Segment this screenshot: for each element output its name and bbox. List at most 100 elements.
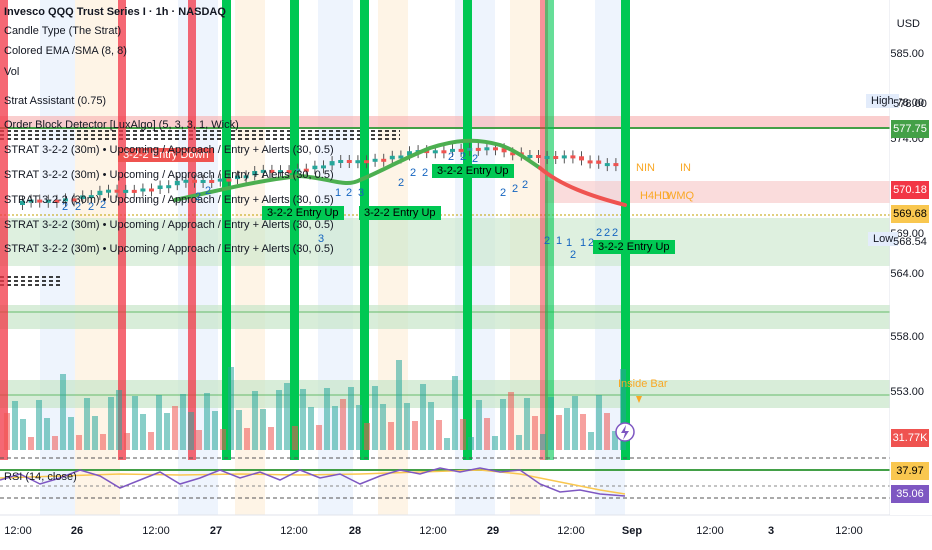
legend-strat-1[interactable]: STRAT 3-2-2 (30m) • Upcoming / Approach … — [4, 144, 334, 156]
candle-body — [192, 179, 197, 183]
svg-text:2: 2 — [588, 237, 594, 249]
candle-body — [183, 179, 189, 183]
candle-body — [458, 148, 464, 152]
volume-bar — [100, 434, 106, 450]
volume-bar — [132, 396, 138, 450]
volume-bar — [268, 427, 274, 450]
candle-body — [355, 160, 361, 164]
legend-ema[interactable]: Colored EMA /SMA (8, 8) — [4, 45, 127, 57]
time-scale[interactable] — [0, 515, 932, 550]
candle-body — [475, 147, 481, 151]
candle-body — [441, 150, 447, 154]
candle-body — [587, 160, 593, 164]
low-value: 568.54 — [893, 236, 927, 248]
in-label: IN — [680, 162, 691, 174]
legend-vol[interactable]: Vol — [4, 66, 20, 78]
legend-strat-3[interactable]: STRAT 3-2-2 (30m) • Upcoming / Approach … — [4, 194, 334, 206]
svg-text:3: 3 — [358, 187, 364, 199]
volume-bar — [332, 406, 338, 450]
svg-text:2: 2 — [472, 153, 478, 165]
wmq-label: WMQ — [666, 190, 695, 202]
legend-order-block[interactable]: Order Block Detector [LuxAlgo] (5, 3, 3,… — [4, 119, 239, 131]
candle-body — [613, 163, 619, 167]
volume-bar — [36, 400, 42, 450]
volume-bar — [596, 395, 602, 450]
time-tick: 12:00 — [4, 525, 32, 537]
svg-text:1: 1 — [566, 237, 572, 249]
candle-body — [381, 158, 387, 162]
price-tick: 578.00 — [890, 97, 924, 109]
volume-bar — [420, 384, 426, 450]
currency-label[interactable]: USD — [896, 18, 920, 30]
svg-text:2: 2 — [570, 249, 576, 261]
candle-body — [389, 155, 395, 160]
svg-text:2: 2 — [596, 227, 602, 239]
candle-body — [200, 180, 206, 183]
volume-bar — [548, 397, 554, 450]
svg-text:2: 2 — [100, 199, 106, 211]
volume-bar — [292, 426, 298, 450]
volume-bar — [44, 418, 50, 450]
candle-body — [20, 200, 25, 205]
price-tag-569: 569.68 — [891, 205, 929, 223]
time-tick: 12:00 — [280, 525, 308, 537]
candle-body — [484, 147, 490, 151]
volume-bar — [412, 421, 418, 450]
volume-bar — [236, 410, 242, 450]
volume-bar — [404, 403, 410, 450]
volume-bar — [148, 432, 154, 450]
volume-bar — [436, 420, 442, 450]
symbol-title[interactable]: Invesco QQQ Trust Series I · 1h · NASDAQ — [4, 6, 226, 18]
volume-bar — [540, 434, 546, 450]
candle-body — [561, 155, 567, 159]
volume-bar — [364, 423, 370, 450]
legend-strat-assistant[interactable]: Strat Assistant (0.75) — [4, 95, 107, 107]
svg-text:2: 2 — [448, 151, 454, 163]
time-tick: 28 — [348, 525, 362, 537]
svg-text:3: 3 — [318, 233, 324, 245]
candle-body — [295, 168, 301, 172]
strat-vertical-bars — [0, 0, 630, 460]
svg-text:2: 2 — [75, 201, 81, 213]
time-tick: 12:00 — [142, 525, 170, 537]
legend-strat-2[interactable]: STRAT 3-2-2 (30m) • Upcoming / Approach … — [4, 169, 334, 181]
candle-body — [226, 178, 232, 182]
candle-body — [501, 148, 507, 153]
legend-rsi[interactable]: RSI (14, close) — [4, 471, 77, 483]
svg-text:2: 2 — [195, 191, 201, 203]
volume-bar — [588, 432, 594, 450]
flash-icon[interactable] — [615, 422, 635, 442]
h4hd-label: H4HD — [640, 190, 670, 202]
legend-candle-type[interactable]: Candle Type (The Strat) — [4, 25, 122, 37]
entry-up-label-1: 3-2-2 Entry Up — [262, 206, 344, 220]
candle-body — [346, 160, 352, 163]
candle-body — [63, 198, 68, 202]
volume-bar — [20, 419, 26, 450]
time-tick: Sep — [621, 525, 643, 537]
legend-strat-4[interactable]: STRAT 3-2-2 (30m) • Upcoming / Approach … — [4, 219, 334, 231]
price-tick: 585.00 — [890, 48, 924, 60]
candle-body — [364, 160, 369, 164]
candle-body — [467, 147, 473, 151]
volume-bar — [92, 416, 98, 450]
svg-text:2: 2 — [460, 151, 466, 163]
time-tick: 12:00 — [419, 525, 447, 537]
volume-bar — [188, 412, 194, 450]
volume-bar — [228, 367, 234, 450]
candle-body — [286, 170, 292, 174]
entry-up-label-3: 3-2-2 Entry Up — [432, 164, 514, 178]
volume-bar — [372, 386, 378, 450]
volume-bar — [356, 405, 362, 450]
candle-body — [321, 165, 326, 169]
volume-bars — [4, 360, 626, 450]
candle-body — [88, 195, 94, 199]
volume-bar — [604, 413, 610, 450]
inside-bar-label: Inside Bar — [618, 378, 668, 390]
svg-text:2: 2 — [512, 183, 518, 195]
svg-text:2: 2 — [612, 227, 618, 239]
volume-bar — [572, 396, 578, 450]
order-block-lines — [0, 130, 400, 286]
rsi-pane — [0, 457, 890, 499]
legend-strat-5[interactable]: STRAT 3-2-2 (30m) • Upcoming / Approach … — [4, 243, 334, 255]
